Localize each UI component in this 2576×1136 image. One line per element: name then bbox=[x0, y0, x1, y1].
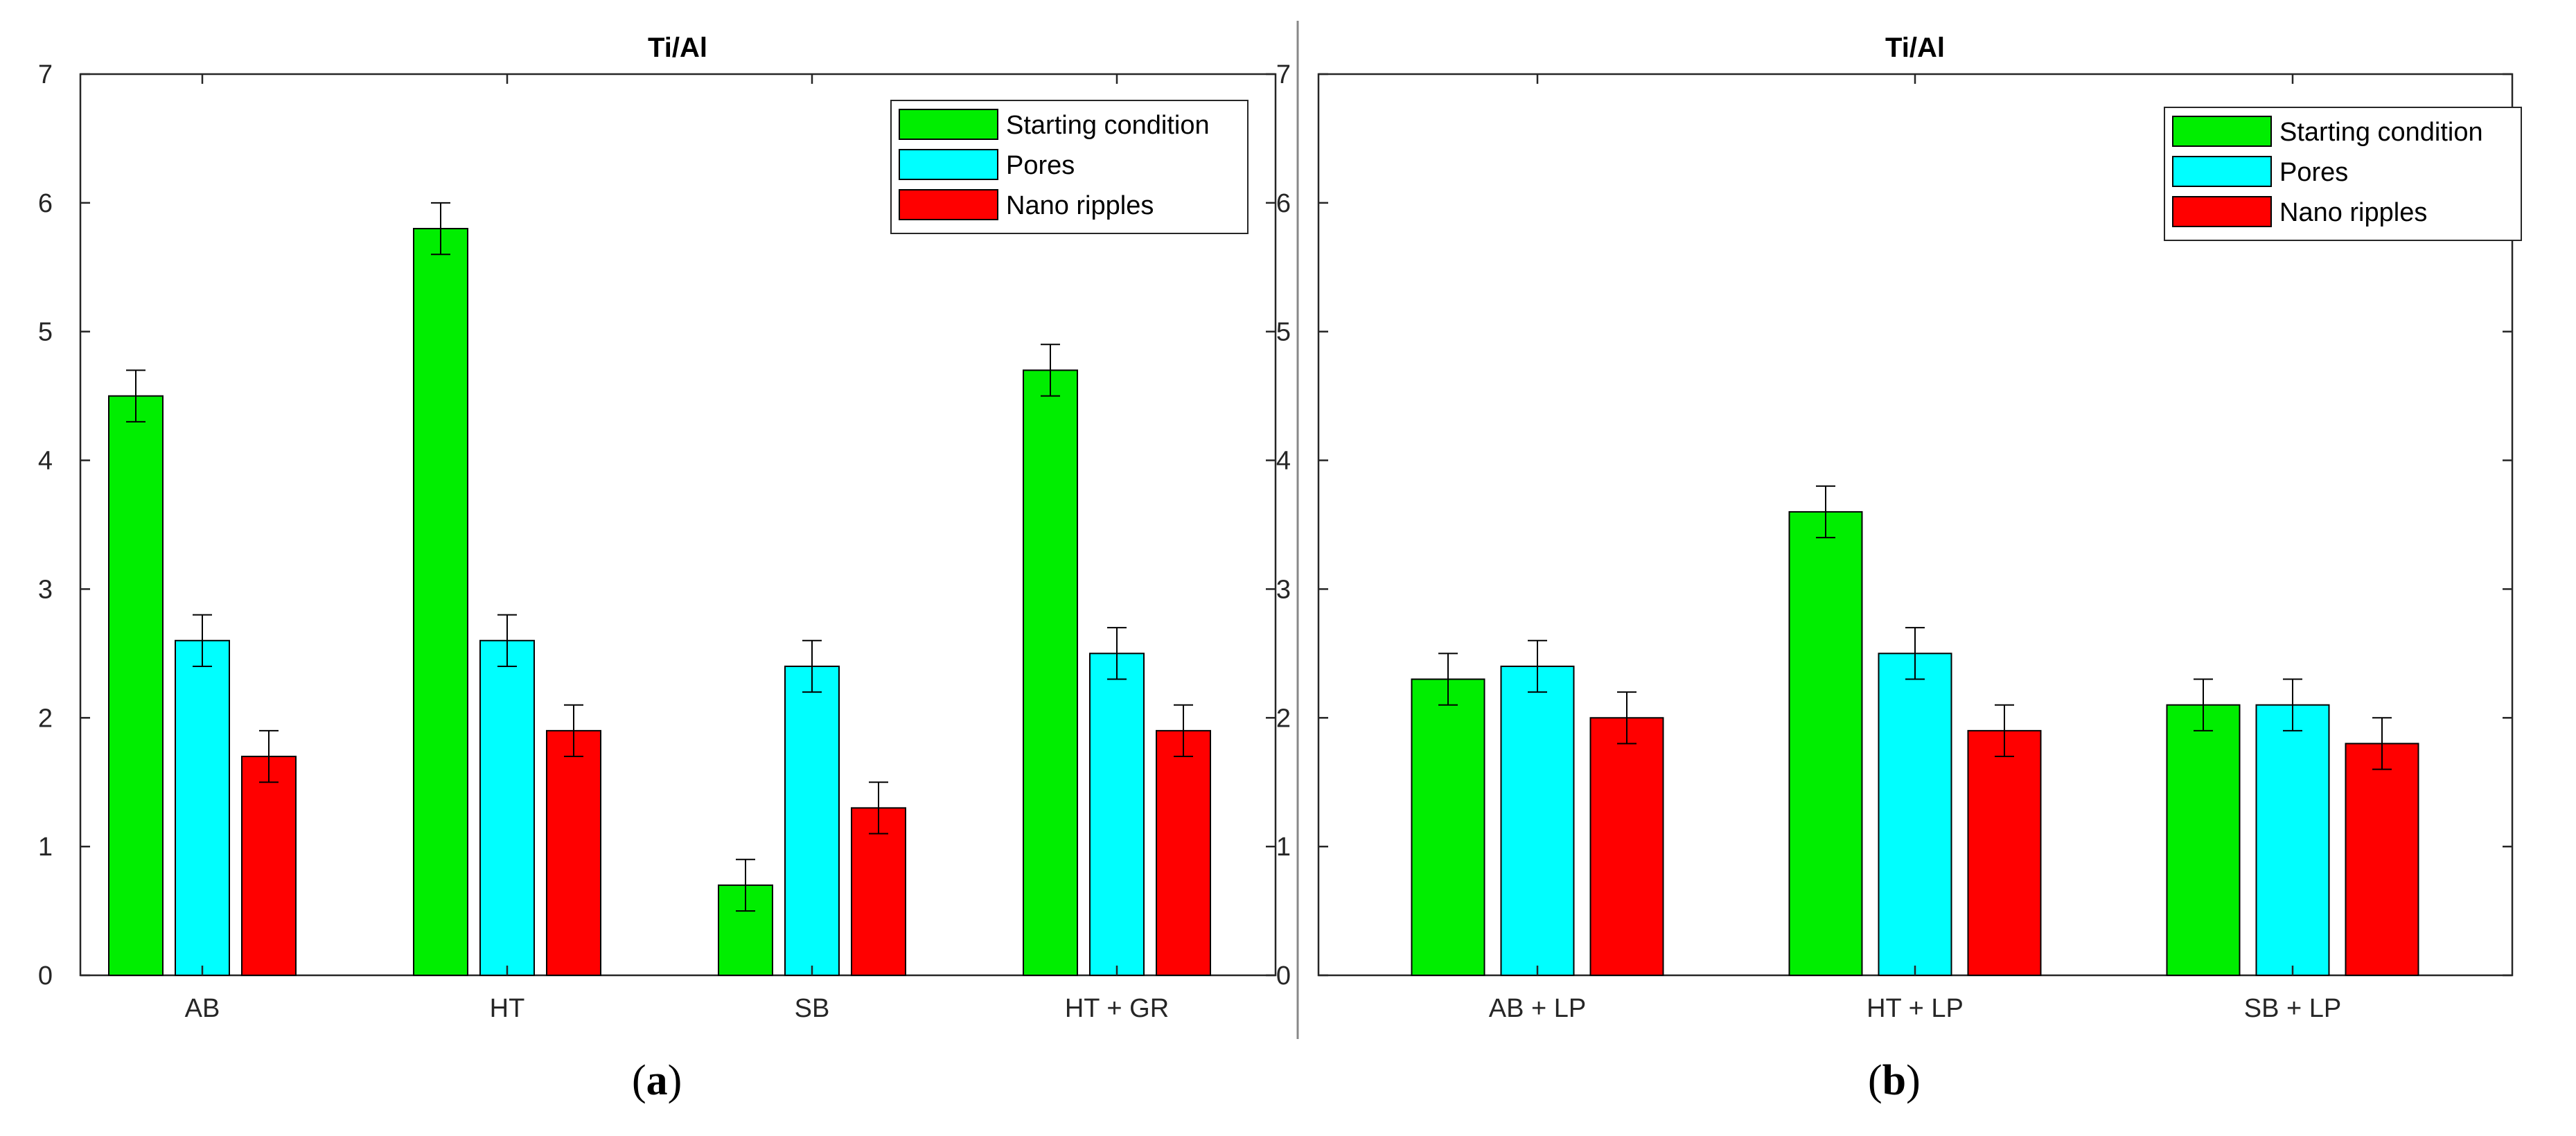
y-tick-label: 6 bbox=[38, 189, 53, 218]
x-axis-a: AB HT SB HT + GR bbox=[185, 74, 1169, 1023]
y-axis-a: 0 1 2 3 4 5 6 7 bbox=[38, 60, 1276, 991]
panel-b: Ti/Al 0 1 2 3 4 5 6 7 AB + LP HT + LP SB + LP Sta… bbox=[1276, 33, 2522, 1104]
y-tick-label: 0 bbox=[38, 961, 53, 991]
bar-pores bbox=[1500, 665, 1575, 976]
legend-a: Starting condition Pores Nano ripples bbox=[890, 100, 1249, 234]
bar-starting bbox=[1411, 678, 1485, 976]
bar-ripples bbox=[2345, 743, 2419, 976]
legend-label-starting-a: Starting condition bbox=[1006, 111, 1210, 140]
bar-ripples bbox=[1156, 729, 1211, 977]
svg-text:(a): (a) bbox=[632, 1057, 682, 1104]
bar-pores bbox=[479, 639, 535, 976]
caption-a: (a) bbox=[632, 1057, 682, 1104]
bar-pores bbox=[784, 665, 840, 976]
y-tick-label: 4 bbox=[1276, 447, 1291, 476]
y-tick-label: 0 bbox=[1276, 961, 1291, 991]
y-axis-b: 0 1 2 3 4 5 6 7 bbox=[1276, 60, 2512, 991]
legend-label-ripples-b: Nano ripples bbox=[2279, 198, 2427, 227]
bar-pores bbox=[2255, 704, 2330, 976]
x-tick-label: HT + LP bbox=[1867, 994, 1964, 1023]
legend-label-pores-a: Pores bbox=[1006, 151, 1075, 180]
y-tick-label: 3 bbox=[1276, 575, 1291, 604]
bars-a bbox=[108, 202, 1211, 977]
caption-letter-b: b bbox=[1882, 1057, 1906, 1104]
caption-b: (b) bbox=[1868, 1057, 1921, 1104]
y-tick-label: 1 bbox=[1276, 833, 1291, 862]
bar-pores bbox=[1878, 653, 1952, 976]
y-tick-label: 2 bbox=[38, 704, 53, 733]
x-tick-label: HT bbox=[490, 994, 525, 1023]
bars-b bbox=[1411, 485, 2419, 977]
legend-swatch-starting-b bbox=[2172, 116, 2272, 147]
y-tick-label: 3 bbox=[38, 575, 53, 604]
bar-starting bbox=[2166, 704, 2241, 976]
bar-pores bbox=[175, 639, 230, 976]
legend-label-starting-b: Starting condition bbox=[2279, 118, 2483, 147]
bar-ripples bbox=[851, 807, 906, 977]
x-tick-label: AB bbox=[185, 994, 220, 1023]
legend-swatch-starting-a bbox=[899, 109, 998, 140]
svg-text:(b): (b) bbox=[1868, 1057, 1921, 1104]
y-tick-label: 5 bbox=[38, 318, 53, 347]
caption-letter-a: a bbox=[646, 1057, 668, 1104]
y-tick-label: 7 bbox=[38, 60, 53, 89]
bar-starting bbox=[1788, 511, 1863, 976]
chart-title-a: Ti/Al bbox=[648, 33, 707, 63]
x-axis-b: AB + LP HT + LP SB + LP bbox=[1489, 74, 2341, 1023]
bar-ripples bbox=[1967, 729, 2042, 977]
x-tick-label: AB + LP bbox=[1489, 994, 1586, 1023]
bar-starting bbox=[1023, 369, 1078, 976]
x-tick-label: HT + GR bbox=[1065, 994, 1169, 1023]
bar-starting bbox=[413, 228, 468, 976]
legend-label-pores-b: Pores bbox=[2279, 158, 2348, 187]
y-tick-label: 5 bbox=[1276, 318, 1291, 347]
legend-swatch-ripples-b bbox=[2172, 196, 2272, 227]
legend-swatch-pores-a bbox=[899, 149, 998, 180]
legend-b: Starting condition Pores Nano ripples bbox=[2164, 107, 2522, 241]
chart-title-b: Ti/Al bbox=[1885, 33, 1945, 63]
y-tick-label: 4 bbox=[38, 447, 53, 476]
legend-swatch-pores-b bbox=[2172, 156, 2272, 187]
bar-ripples bbox=[241, 756, 297, 976]
panel-a: Ti/Al 0 1 2 3 4 5 6 7 AB HT SB HT + GR Starting co… bbox=[38, 33, 1277, 1104]
bar-starting bbox=[108, 395, 164, 976]
legend-swatch-ripples-a bbox=[899, 189, 998, 220]
bar-ripples bbox=[1589, 717, 1664, 977]
y-tick-label: 2 bbox=[1276, 704, 1291, 733]
legend-label-ripples-a: Nano ripples bbox=[1006, 191, 1154, 220]
y-tick-label: 6 bbox=[1276, 189, 1291, 218]
bar-ripples bbox=[546, 729, 601, 977]
x-tick-label: SB + LP bbox=[2244, 994, 2341, 1023]
y-tick-label: 7 bbox=[1276, 60, 1291, 89]
y-tick-label: 1 bbox=[38, 833, 53, 862]
x-tick-label: SB bbox=[795, 994, 830, 1023]
bar-pores bbox=[1089, 653, 1145, 976]
